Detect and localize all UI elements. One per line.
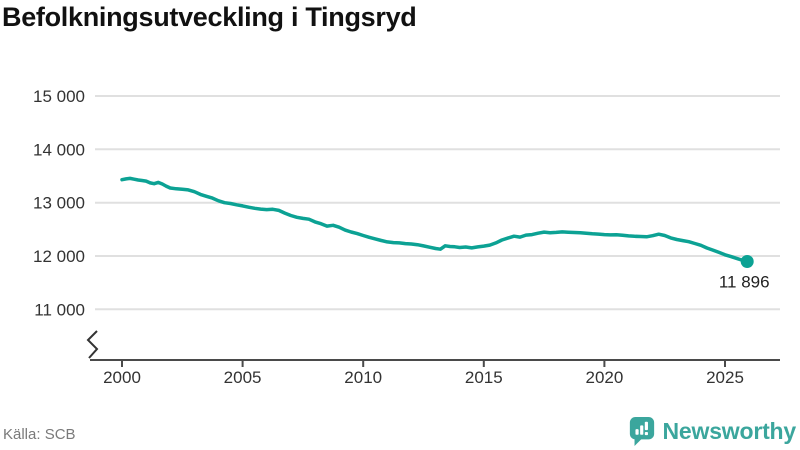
y-tick-label: 13 000 bbox=[33, 194, 85, 213]
y-tick-label: 12 000 bbox=[33, 247, 85, 266]
x-tick-label: 2020 bbox=[585, 368, 623, 387]
newsworthy-logo-text: Newsworthy bbox=[662, 417, 797, 444]
x-tick-label: 2005 bbox=[224, 368, 262, 387]
population-line bbox=[120, 176, 749, 264]
x-tick-label: 2015 bbox=[465, 368, 503, 387]
latest-value-label: 11 896 bbox=[719, 273, 770, 292]
y-tick-label: 15 000 bbox=[33, 87, 85, 106]
x-tick-label: 2025 bbox=[706, 368, 744, 387]
y-tick-label: 11 000 bbox=[34, 300, 85, 319]
y-tick-label: 14 000 bbox=[33, 140, 85, 159]
x-tick-label: 2000 bbox=[103, 368, 141, 387]
latest-point-marker bbox=[740, 255, 754, 268]
x-tick-label: 2010 bbox=[344, 368, 382, 387]
chart-title: Befolkningsutveckling i Tingsryd bbox=[2, 2, 417, 32]
source-label: Källa: SCB bbox=[3, 426, 76, 443]
newsworthy-logo[interactable]: Newsworthy bbox=[628, 415, 796, 447]
newsworthy-bubble-bar-chart-icon bbox=[629, 416, 654, 446]
y-axis-break-icon bbox=[86, 330, 99, 359]
